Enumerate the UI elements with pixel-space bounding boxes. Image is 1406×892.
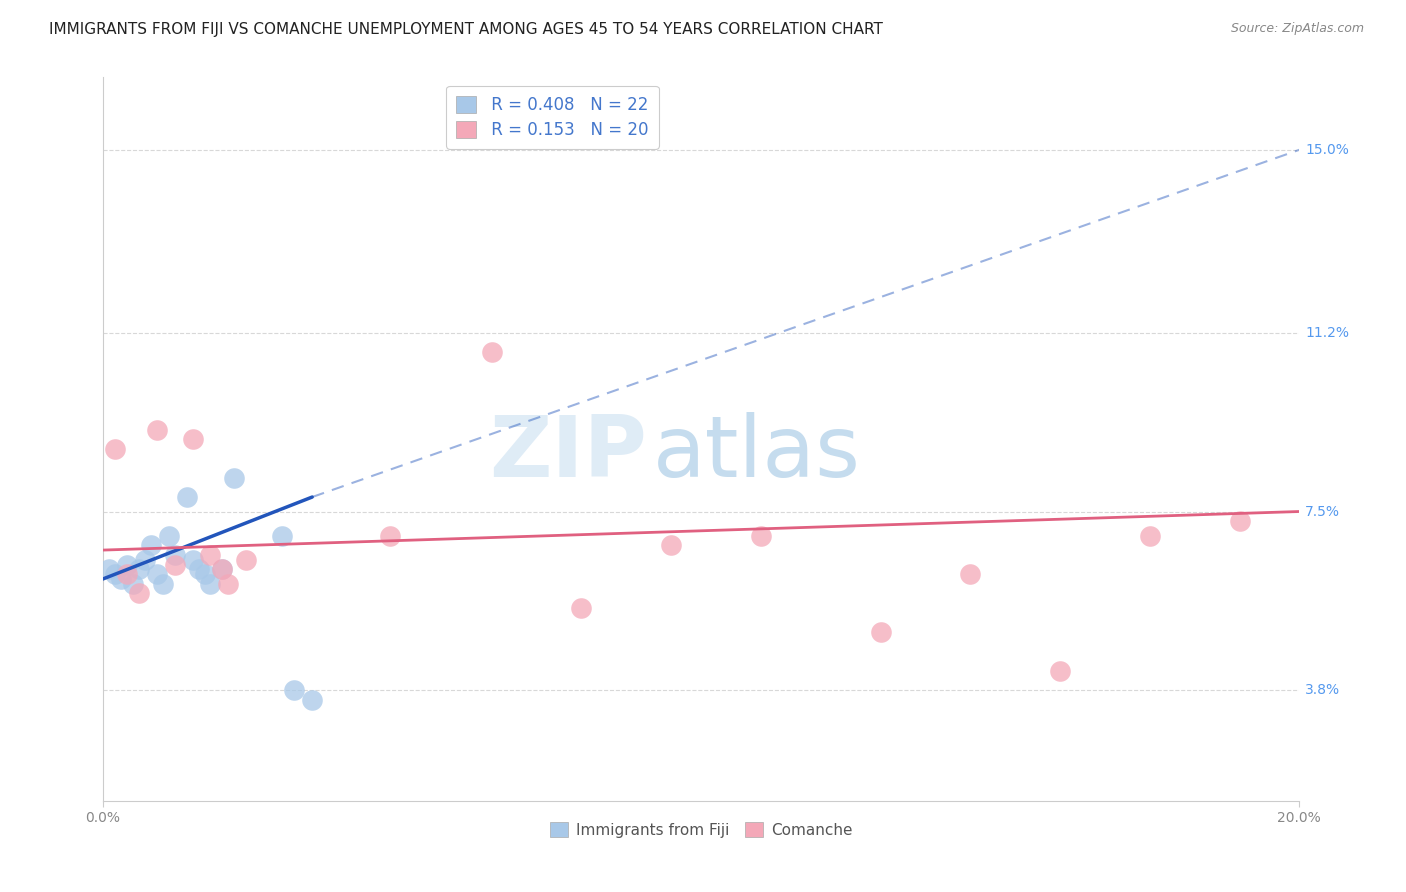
Point	[200, 548, 222, 562]
Text: atlas: atlas	[654, 412, 862, 495]
Point	[134, 553, 156, 567]
Point	[224, 471, 246, 485]
Point	[481, 345, 503, 359]
Text: ZIP: ZIP	[489, 412, 647, 495]
Point	[1229, 514, 1251, 528]
Point	[283, 682, 305, 697]
Point	[110, 572, 132, 586]
Point	[163, 548, 186, 562]
Point	[959, 567, 981, 582]
Point	[115, 567, 138, 582]
Point	[145, 567, 167, 582]
Point	[163, 558, 186, 572]
Point	[104, 442, 127, 456]
Text: Source: ZipAtlas.com: Source: ZipAtlas.com	[1230, 22, 1364, 36]
Point	[378, 528, 401, 542]
Text: 7.5%: 7.5%	[1305, 505, 1340, 518]
Text: 3.8%: 3.8%	[1305, 683, 1340, 697]
Point	[181, 553, 204, 567]
Point	[152, 577, 174, 591]
Point	[659, 538, 682, 552]
Point	[139, 538, 162, 552]
Point	[211, 562, 233, 576]
Text: 15.0%: 15.0%	[1305, 143, 1350, 157]
Point	[128, 562, 150, 576]
Point	[176, 490, 198, 504]
Point	[97, 562, 120, 576]
Point	[157, 528, 180, 542]
Legend: Immigrants from Fiji, Comanche: Immigrants from Fiji, Comanche	[544, 815, 858, 844]
Point	[235, 553, 257, 567]
Point	[1049, 664, 1071, 678]
Point	[145, 423, 167, 437]
Point	[217, 577, 239, 591]
Point	[271, 528, 294, 542]
Point	[211, 562, 233, 576]
Point	[200, 577, 222, 591]
Point	[301, 692, 323, 706]
Point	[187, 562, 209, 576]
Point	[571, 601, 593, 615]
Point	[1139, 528, 1161, 542]
Point	[115, 558, 138, 572]
Point	[181, 432, 204, 446]
Point	[128, 586, 150, 600]
Point	[749, 528, 772, 542]
Point	[104, 567, 127, 582]
Text: 11.2%: 11.2%	[1305, 326, 1350, 340]
Point	[869, 625, 891, 640]
Point	[193, 567, 215, 582]
Point	[121, 577, 143, 591]
Text: IMMIGRANTS FROM FIJI VS COMANCHE UNEMPLOYMENT AMONG AGES 45 TO 54 YEARS CORRELAT: IMMIGRANTS FROM FIJI VS COMANCHE UNEMPLO…	[49, 22, 883, 37]
